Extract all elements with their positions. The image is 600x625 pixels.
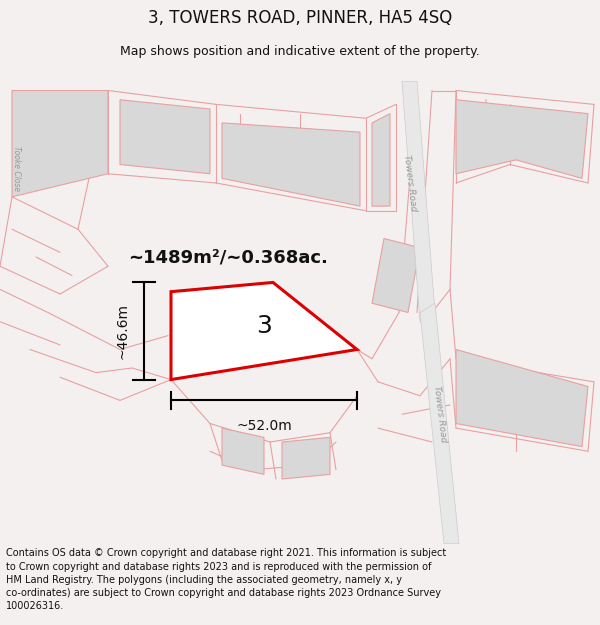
Text: ~1489m²/~0.368ac.: ~1489m²/~0.368ac. [128, 248, 328, 266]
Polygon shape [456, 100, 588, 178]
Text: 3: 3 [256, 314, 272, 338]
Text: ~52.0m: ~52.0m [236, 419, 292, 433]
Text: Contains OS data © Crown copyright and database right 2021. This information is : Contains OS data © Crown copyright and d… [6, 548, 446, 611]
Polygon shape [171, 282, 357, 379]
Polygon shape [420, 303, 459, 544]
Polygon shape [12, 91, 108, 197]
Text: Map shows position and indicative extent of the property.: Map shows position and indicative extent… [120, 45, 480, 58]
Polygon shape [456, 349, 588, 447]
Polygon shape [222, 428, 264, 474]
Text: Towers Road: Towers Road [402, 154, 418, 212]
Polygon shape [372, 114, 390, 206]
Polygon shape [120, 100, 210, 174]
Text: ~46.6m: ~46.6m [115, 303, 129, 359]
Polygon shape [222, 123, 360, 206]
Polygon shape [282, 438, 330, 479]
Polygon shape [372, 239, 420, 312]
Polygon shape [402, 81, 435, 322]
Text: Towers Road: Towers Road [433, 386, 448, 443]
Text: 3, TOWERS ROAD, PINNER, HA5 4SQ: 3, TOWERS ROAD, PINNER, HA5 4SQ [148, 9, 452, 28]
Text: Tooke Close: Tooke Close [12, 146, 22, 192]
